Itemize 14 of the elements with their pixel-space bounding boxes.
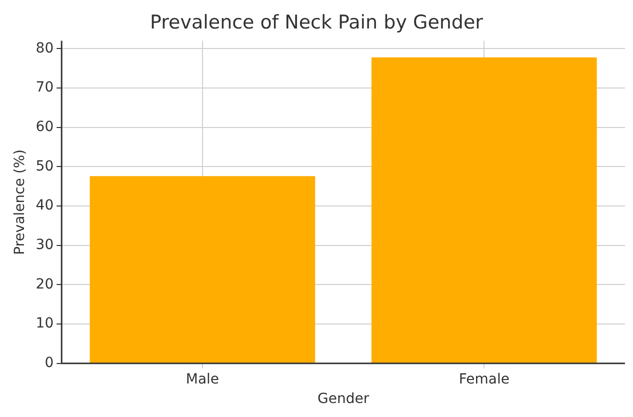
y-tick-label: 10 — [36, 316, 54, 332]
y-tick-label: 60 — [36, 118, 54, 135]
y-tick-label: 80 — [36, 40, 54, 56]
y-tick-label: 20 — [36, 276, 54, 292]
x-axis-title: Gender — [318, 391, 370, 408]
y-tick-label: 50 — [36, 158, 54, 174]
y-tick-label: 40 — [36, 198, 54, 214]
y-tick-label: 0 — [44, 355, 54, 372]
chart-title: Prevalence of Neck Pain by Gender — [150, 11, 484, 34]
x-tick-label: Female — [458, 371, 510, 388]
y-tick-label: 30 — [36, 237, 54, 254]
x-tick-label: Male — [186, 371, 220, 388]
y-axis-title: Prevalence (%) — [12, 149, 28, 255]
y-tick-label: 70 — [36, 80, 54, 96]
